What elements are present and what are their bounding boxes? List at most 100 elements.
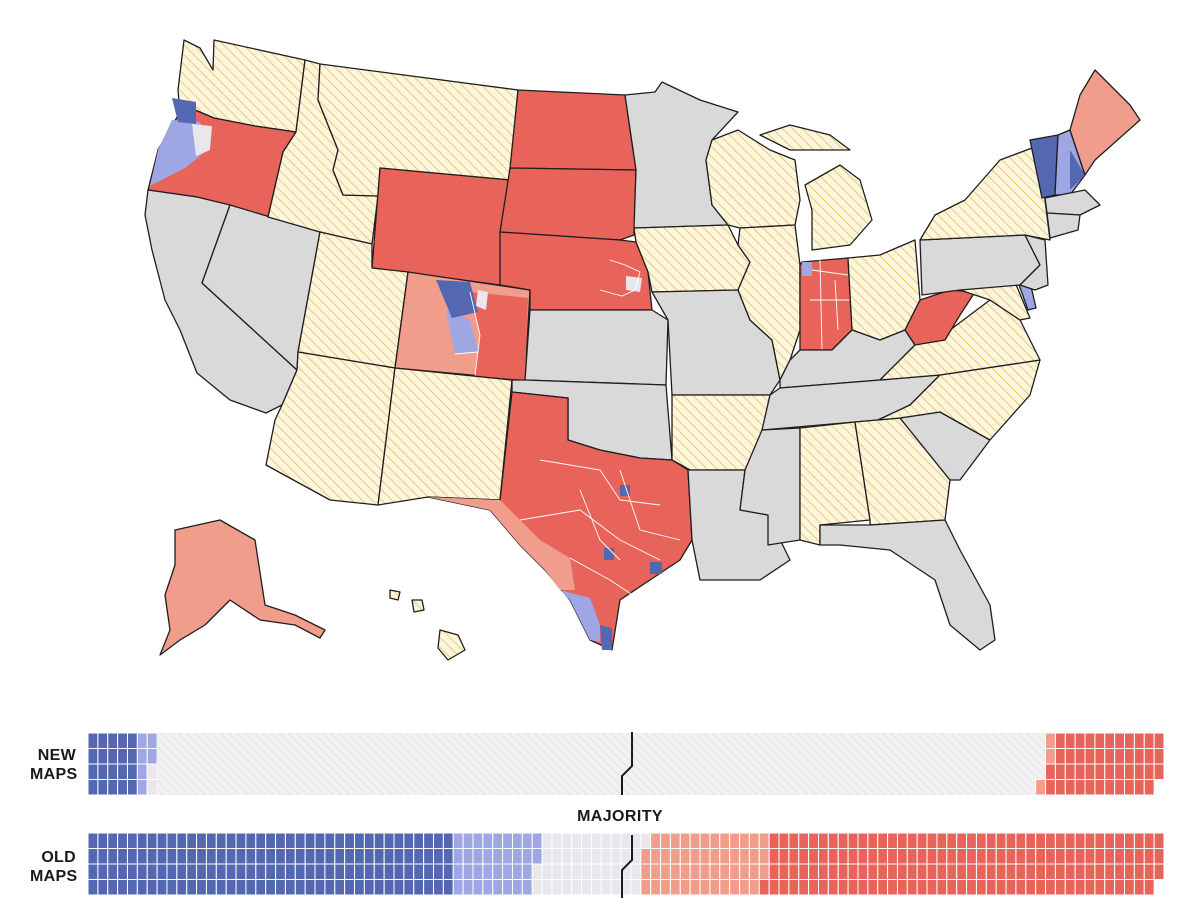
seat-cell-rep-safe (896, 863, 908, 880)
seat-cell-dem-lean (452, 832, 464, 849)
seat-cell-dem-lean (482, 863, 494, 880)
seat-cell-dem-safe (275, 879, 286, 896)
seat-cell-dem-safe (87, 763, 99, 780)
seat-cell-pending (788, 779, 799, 795)
seat-cell-dem-safe (215, 879, 227, 896)
seat-cell-pending (1006, 748, 1016, 764)
seat-cell-pending (996, 748, 1007, 764)
seat-cell-pending (394, 779, 404, 795)
seat-cell-pending (788, 748, 799, 764)
seat-cell-dem-safe (107, 763, 119, 780)
seat-cell-pending (245, 748, 256, 764)
seat-cell-rep-lean (758, 863, 770, 880)
seat-cell-rep-safe (916, 879, 928, 896)
seat-cell-dem-safe (284, 848, 296, 865)
state-west-virginia (904, 289, 976, 346)
seat-cell-dem-safe (166, 863, 178, 880)
seat-cell-dem-safe (275, 863, 286, 880)
seat-cell-dem-safe (87, 848, 99, 865)
seat-cell-rep-lean (729, 848, 741, 865)
seat-cell-pending (275, 748, 286, 764)
seat-cell-pending (265, 764, 276, 780)
seat-cell-pending (463, 748, 473, 764)
seat-cell-rep-safe (906, 832, 918, 849)
seat-cell-rep-safe (936, 879, 948, 896)
seat-cell-pending (364, 779, 375, 795)
seat-cell-dem-lean (531, 848, 543, 865)
seat-cell-pending (532, 779, 543, 795)
seat-cell-pending (206, 779, 217, 795)
seat-cell-rep-safe (1124, 779, 1135, 796)
seat-cell-pending (275, 764, 286, 780)
seat-cell-rep-lean (739, 848, 750, 865)
seat-cell-pending (611, 764, 622, 780)
seat-cell-pending (482, 764, 493, 780)
seat-cell-dem-safe (176, 848, 188, 865)
seat-cell-rep-safe (1104, 748, 1116, 765)
seat-cell-pending (867, 748, 878, 764)
seat-cell-rep-safe (995, 848, 1007, 865)
seat-cell-dem-safe (433, 848, 444, 865)
seat-cell-pending (285, 748, 296, 764)
seat-cell-rep-safe (1074, 832, 1086, 849)
seat-cell-pending (374, 733, 385, 749)
seat-cell-dem-safe (344, 832, 356, 849)
seat-cell-rep-safe (1054, 848, 1066, 865)
seat-cell-dem-safe (354, 863, 365, 880)
seat-cell-rep-lean (689, 832, 701, 849)
seat-cell-dem-lean (462, 863, 474, 880)
seat-cell-pending (443, 748, 454, 764)
seat-cell-rep-safe (1133, 863, 1145, 880)
seat-cell-rep-lean (709, 832, 721, 849)
seat-cell-rep-lean (729, 832, 741, 849)
seat-cell-pending (384, 764, 395, 780)
seat-cell-pending (1006, 764, 1016, 780)
seat-cell-pending (324, 779, 335, 795)
seat-cell-dem-safe (324, 832, 336, 849)
new-maps-label: NEW MAPS (30, 747, 78, 783)
seat-cell-rep-safe (1025, 848, 1037, 865)
seat-cell-dem-lean (136, 779, 148, 796)
seat-cell-pending (946, 764, 957, 780)
seat-cell-dem-lean (502, 863, 513, 880)
seat-cell-rep-lean (758, 832, 770, 849)
seat-cell-pending (729, 764, 740, 780)
seat-cell-pending (334, 764, 345, 780)
seat-cell-rep-safe (946, 879, 958, 896)
seat-cell-pending (423, 779, 434, 795)
seat-cell-dem-lean (136, 763, 148, 780)
seat-cell-tossup (551, 832, 563, 849)
seat-cell-pending (877, 779, 888, 795)
seat-cell-dem-safe (117, 879, 128, 896)
seat-cell-pending (956, 764, 967, 780)
seat-cell-pending (907, 779, 918, 795)
seat-cell-pending (315, 779, 325, 795)
texas-dem-lean (560, 590, 600, 642)
seat-cell-dem-safe (344, 879, 356, 896)
seat-cell-rep-safe (877, 832, 889, 849)
seat-cell-pending (176, 748, 187, 764)
seat-cell-pending (403, 764, 414, 780)
seat-cell-dem-safe (442, 863, 454, 880)
seat-cell-pending (601, 779, 612, 795)
seat-cell-rep-safe (1054, 732, 1066, 749)
seat-cell-pending (542, 779, 552, 795)
seat-cell-rep-safe (837, 879, 849, 896)
seat-cell-rep-lean (679, 879, 691, 896)
seat-cell-dem-safe (126, 779, 138, 796)
seat-cell-dem-safe (403, 832, 415, 849)
seat-cell-pending (887, 779, 898, 795)
seat-cell-rep-safe (1094, 748, 1106, 765)
seat-cell-pending (423, 764, 434, 780)
seat-cell-rep-safe (1143, 848, 1155, 865)
seat-cell-rep-safe (1005, 863, 1017, 880)
seat-cell-pending (838, 764, 849, 780)
seat-cell-dem-safe (314, 863, 326, 880)
seat-cell-rep-safe (778, 879, 790, 896)
seat-cell-rep-safe (817, 863, 829, 880)
seat-cell-rep-safe (768, 848, 780, 865)
seat-cell-pending (907, 733, 918, 749)
seat-cell-rep-lean (748, 879, 760, 896)
seat-cell-dem-safe (126, 748, 138, 765)
seat-cell-dem-safe (196, 863, 207, 880)
